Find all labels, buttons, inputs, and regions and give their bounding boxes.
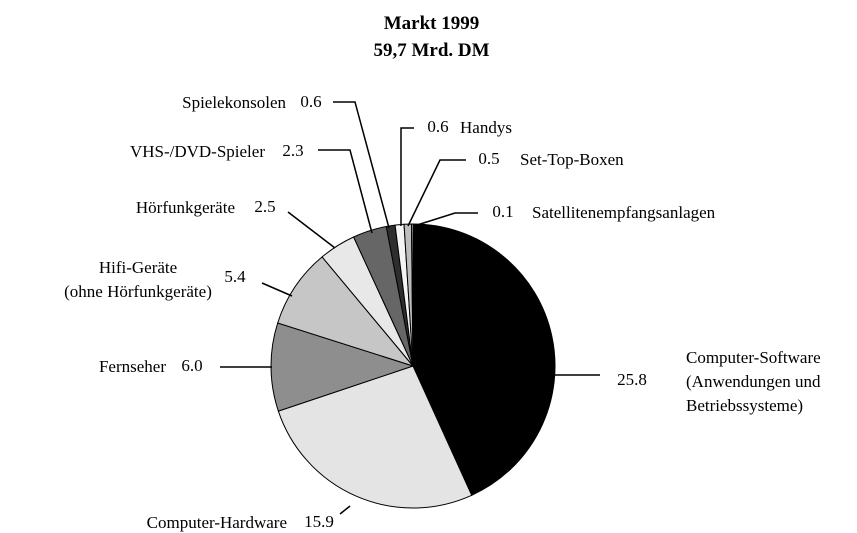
value-label: 2.5 xyxy=(254,197,275,216)
pie-slice xyxy=(277,256,415,367)
value-label: 0.6 xyxy=(427,117,448,136)
leader-line xyxy=(333,101,390,229)
value-label: 5.4 xyxy=(224,267,246,286)
leader-line xyxy=(413,212,478,227)
pie-slice xyxy=(412,223,556,496)
value-label: 0.5 xyxy=(478,149,499,168)
category-label: Set-Top-Boxen xyxy=(520,150,624,169)
category-label: Computer-Hardware xyxy=(146,513,287,532)
category-label: Handys xyxy=(460,118,512,137)
category-label: Computer-Software (Anwendungen und Betri… xyxy=(686,348,821,415)
pie-slice xyxy=(411,223,414,367)
leader-line xyxy=(339,505,351,515)
category-label: Hörfunkgeräte xyxy=(135,198,235,217)
leader-line xyxy=(287,211,336,249)
category-label: Spielekonsolen xyxy=(182,93,286,112)
category-label: Satellitenempfangsanlagen xyxy=(532,203,716,222)
leader-line xyxy=(318,149,373,234)
value-label: 2.3 xyxy=(282,141,303,160)
category-label: Hifi-Geräte (ohne Hörfunkgeräte) xyxy=(64,258,212,301)
leader-line xyxy=(407,159,466,227)
value-label: 0.6 xyxy=(300,92,321,111)
category-label: Fernseher xyxy=(98,357,166,376)
value-label: 6.0 xyxy=(181,356,202,375)
leader-line xyxy=(400,127,414,226)
value-label: 15.9 xyxy=(304,512,334,531)
pie-slice xyxy=(277,365,473,509)
value-label: 25.8 xyxy=(617,370,647,389)
value-label: 0.1 xyxy=(492,202,513,221)
leader-line xyxy=(261,282,293,297)
chart-title: Markt 1999 59,7 Mrd. DM xyxy=(373,13,490,61)
category-label: VHS-/DVD-Spieler xyxy=(129,142,265,161)
